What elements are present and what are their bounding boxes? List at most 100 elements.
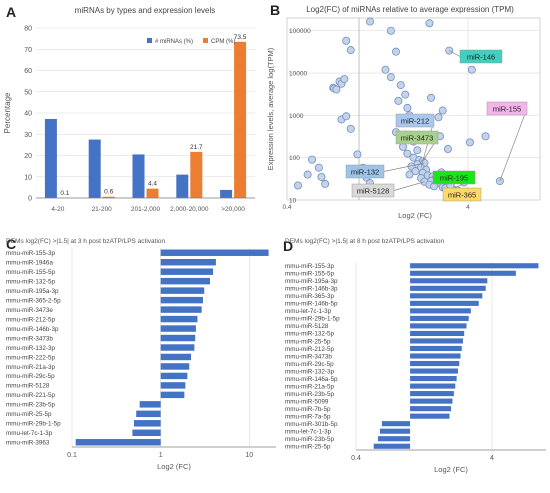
annotation-arrow [383, 162, 425, 172]
y-axis-label: Expression levels, average log(TPM) [266, 47, 275, 170]
bar [410, 368, 458, 374]
bar [410, 398, 453, 404]
annotation-box [351, 183, 395, 198]
chart-c-svg: DEMs log2(FC) >|1.5| at 3 h post bzATP/L… [6, 238, 276, 471]
category-label: mmu-miR-3473b [6, 335, 53, 342]
scatter-point [346, 124, 355, 133]
legend-swatch [147, 38, 152, 43]
category-label: mmu-miR-146b-5p [285, 301, 338, 308]
x-tick-label: 0.4 [282, 204, 291, 211]
x-tick-label: 4 [466, 204, 470, 211]
category-label: mmu-miR-7a-5p [285, 413, 331, 420]
category-label: mmu-miR-155-3p [6, 250, 55, 257]
y-tick-label: 1000 [289, 113, 304, 120]
annotation-arrow [449, 50, 461, 57]
annotation-label: miR-5128 [357, 187, 390, 196]
data-label: 73.5 [234, 34, 247, 41]
annotation-box [442, 187, 482, 202]
category-label: mmu-let-7c-1-3p [285, 308, 332, 315]
panel-label-b: B [270, 2, 281, 18]
bar [410, 263, 539, 269]
category-label: mmu-miR-3963 [6, 440, 50, 447]
scatter-point [366, 17, 375, 26]
bar [410, 285, 486, 291]
data-label: 0.1 [60, 190, 69, 197]
x-axis-label: Log2 (FC) [398, 211, 432, 220]
legend-entry: # miRNAs (%) [155, 39, 193, 45]
category-label: mmu-miR-1946a [6, 260, 53, 267]
scatter-point [293, 181, 302, 190]
x-tick-label: 4 [490, 455, 494, 462]
scatter-point [386, 26, 395, 35]
scatter-point [443, 145, 452, 154]
scatter-point [465, 138, 474, 147]
scatter-point [381, 65, 390, 74]
category-label: mmu-miR-146b-3p [285, 286, 338, 293]
chart-a-svg: miRNAs by types and expression levels 0 10… [3, 6, 255, 213]
bar [133, 420, 161, 427]
bar [139, 401, 161, 408]
category-label: mmu-miR-132-3p [6, 345, 55, 352]
bar [373, 443, 411, 449]
y-tick-label: 40 [24, 111, 32, 118]
scatter-point [495, 177, 504, 186]
bar [410, 413, 450, 419]
bar [410, 353, 461, 359]
bar [379, 428, 411, 434]
bar [410, 293, 483, 299]
bar [410, 383, 456, 389]
scatter-point [391, 47, 400, 56]
bar [410, 345, 462, 352]
chart-d-svg: DEMs log2(FC) >|1.5| at 8 h post bzATP/L… [285, 238, 546, 474]
bar [410, 323, 467, 329]
annotation-label: miR-212 [401, 117, 429, 126]
data-label: 0.6 [104, 189, 113, 196]
bar [377, 436, 411, 442]
panel-label-a: A [6, 4, 17, 20]
bar [160, 372, 188, 380]
category-label: mmu-miR-132-5p [6, 278, 55, 285]
annotation-label: miR-132 [351, 168, 379, 177]
bar [160, 344, 195, 351]
bar [160, 296, 203, 304]
x-axis-label: Log2 (FC) [434, 465, 468, 474]
bar [410, 338, 463, 344]
category-label: mmu-miR-365-3p [285, 293, 334, 300]
bar-cpm [190, 151, 203, 198]
category-label: mmu-miR-3473b [285, 353, 332, 360]
scatter-point [413, 146, 422, 155]
scatter-point [321, 179, 330, 188]
bar [410, 360, 460, 367]
scatter-point [481, 132, 490, 141]
category-label: mmu-miR-21a-3p [6, 364, 55, 371]
y-axis-label: Percentage [3, 92, 12, 133]
bar-cpm [146, 188, 159, 198]
scatter-point [467, 65, 476, 74]
y-tick-label: 0 [28, 196, 32, 203]
category-label: mmu-miR-365-2-5p [6, 297, 61, 304]
category-label: mmu-miR-5128 [6, 383, 50, 390]
x-tick-label: 1 [159, 452, 163, 459]
annotation-arrow [499, 108, 528, 182]
bar [160, 353, 192, 361]
annotation-label: miR-155 [493, 105, 521, 114]
scatter-point [353, 150, 362, 159]
scatter-point [332, 85, 341, 94]
bar [160, 391, 185, 399]
x-tick-label: 0.4 [351, 455, 361, 462]
category-label: mmu-miR-222-5p [6, 354, 55, 361]
legend-entry: CPM (%) [211, 39, 235, 45]
category-label: mmu-miR-25-5p [285, 444, 331, 451]
category-label: mmu-miR-29b-1-5p [6, 421, 61, 428]
bar [160, 268, 214, 275]
annotation-box [459, 49, 503, 64]
x-tick-label: 4-20 [51, 206, 64, 213]
chart-title: Log2(FC) of miRNAs relative to average e… [306, 5, 514, 14]
category-label: mmu-miR-25-5p [6, 411, 52, 418]
bar [410, 376, 457, 382]
panel-label-d: D [283, 238, 294, 254]
y-tick-label: 100000 [289, 28, 311, 35]
y-tick-label: 100 [289, 155, 300, 162]
bar [160, 258, 216, 266]
bar [75, 439, 161, 446]
